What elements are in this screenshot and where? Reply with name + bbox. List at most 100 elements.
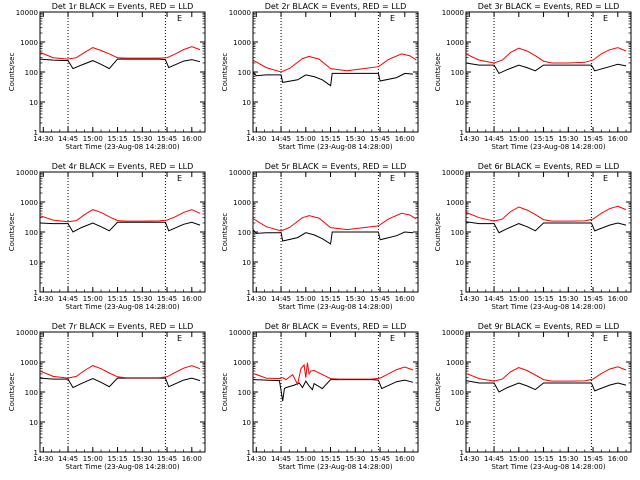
panel-title: Det 8r BLACK = Events, RED = LLD [265,322,407,331]
corner-marker: E [390,334,395,343]
x-axis-label: Start Time (23-Aug-08 14:28:00) [65,303,179,311]
y-tick-label: 10000 [442,9,464,17]
x-tick-label: 15:00 [509,135,529,143]
series-line-events [39,221,201,233]
x-tick-label: 15:30 [132,295,152,303]
x-axis-label: Start Time (23-Aug-08 14:28:00) [65,463,179,471]
x-tick-label: 15:30 [558,135,578,143]
x-tick-label: 15:30 [345,135,365,143]
x-tick-label: 14:30 [33,455,53,463]
x-axis-label: Start Time (23-Aug-08 14:28:00) [491,303,605,311]
corner-marker: E [177,334,182,343]
x-tick-label: 15:30 [558,455,578,463]
x-tick-label: 15:00 [83,455,103,463]
y-axis-label: Counts/sec [8,53,16,92]
x-tick-label: 15:15 [107,455,127,463]
y-tick-label: 1000 [446,359,464,367]
y-tick-label: 1 [460,289,464,297]
x-axis-label: Start Time (23-Aug-08 14:28:00) [278,303,392,311]
series-line-lld [39,209,201,223]
y-tick-label: 10000 [16,329,38,337]
x-tick-label: 14:30 [246,455,266,463]
y-tick-label: 10 [29,99,38,107]
series-line-lld [465,47,627,64]
x-tick-label: 16:00 [608,455,628,463]
series-line-events [39,58,201,70]
y-tick-label: 1 [460,449,464,457]
x-tick-label: 15:00 [509,295,529,303]
panel-title: Det 3r BLACK = Events, RED = LLD [478,2,620,11]
x-tick-label: 15:15 [533,455,553,463]
x-tick-label: 15:15 [107,135,127,143]
y-tick-label: 10 [29,419,38,427]
y-axis-label: Counts/sec [8,373,16,412]
series-line-events [465,62,627,75]
x-tick-label: 16:00 [608,295,628,303]
y-axis-label: Counts/sec [221,213,229,252]
y-axis-label: Counts/sec [434,213,442,252]
series-line-events [252,379,414,402]
x-tick-label: 14:30 [459,295,479,303]
y-tick-label: 100 [238,69,251,77]
panel-title: Det 6r BLACK = Events, RED = LLD [478,162,620,171]
x-tick-label: 15:45 [370,135,390,143]
x-tick-label: 15:00 [296,135,316,143]
y-tick-label: 1000 [20,199,38,207]
y-tick-label: 10000 [442,329,464,337]
y-tick-label: 1 [247,289,251,297]
plot-frame [465,11,632,133]
x-tick-label: 15:45 [157,455,177,463]
x-tick-label: 15:30 [345,455,365,463]
series-line-events [39,377,201,389]
series-line-lld [252,362,414,386]
y-tick-label: 1 [247,129,251,137]
detector-panel-1: Det 1r BLACK = Events, RED = LLD E 1 10 100 1… [8,2,206,151]
x-tick-label: 15:30 [558,295,578,303]
x-tick-label: 14:45 [484,135,504,143]
x-tick-label: 15:15 [533,135,553,143]
plot-frame [39,11,206,133]
series-line-lld [39,46,201,60]
y-tick-label: 1 [34,289,38,297]
x-tick-label: 14:45 [271,135,291,143]
y-tick-label: 100 [451,229,464,237]
y-tick-label: 1000 [20,39,38,47]
x-tick-label: 16:00 [182,295,202,303]
plot-frame [465,331,632,453]
x-tick-label: 15:45 [583,135,603,143]
y-tick-label: 10000 [229,169,251,177]
corner-marker: E [390,14,395,23]
plot-frame [252,331,419,453]
series-line-lld [252,53,417,73]
y-tick-label: 10 [242,99,251,107]
detector-panel-4: Det 4r BLACK = Events, RED = LLD E 1 10 100 1… [8,162,206,311]
x-tick-label: 15:15 [320,135,340,143]
panel-title: Det 2r BLACK = Events, RED = LLD [265,2,407,11]
detector-panel-9: Det 9r BLACK = Events, RED = LLD E 1 10 100 1… [434,322,632,471]
y-tick-label: 10000 [16,169,38,177]
y-tick-label: 100 [25,389,38,397]
detector-panel-2: Det 2r BLACK = Events, RED = LLD E 1 10 100 1… [221,2,419,151]
corner-marker: E [390,174,395,183]
series-line-events [252,229,414,245]
corner-marker: E [177,174,182,183]
series-line-lld [465,205,627,222]
y-axis-label: Counts/sec [434,373,442,412]
x-tick-label: 15:45 [370,455,390,463]
x-axis-label: Start Time (23-Aug-08 14:28:00) [491,463,605,471]
y-tick-label: 10 [455,419,464,427]
corner-marker: E [177,14,182,23]
x-tick-label: 15:00 [83,295,103,303]
x-tick-label: 14:45 [271,455,291,463]
y-axis-label: Counts/sec [221,373,229,412]
x-tick-label: 14:45 [484,295,504,303]
plot-frame [465,171,632,293]
y-tick-label: 100 [451,389,464,397]
y-tick-label: 10 [242,259,251,267]
y-tick-label: 1000 [446,39,464,47]
series-line-lld [39,365,201,379]
y-tick-label: 1000 [20,359,38,367]
x-tick-label: 16:00 [395,135,415,143]
x-axis-label: Start Time (23-Aug-08 14:28:00) [491,143,605,151]
